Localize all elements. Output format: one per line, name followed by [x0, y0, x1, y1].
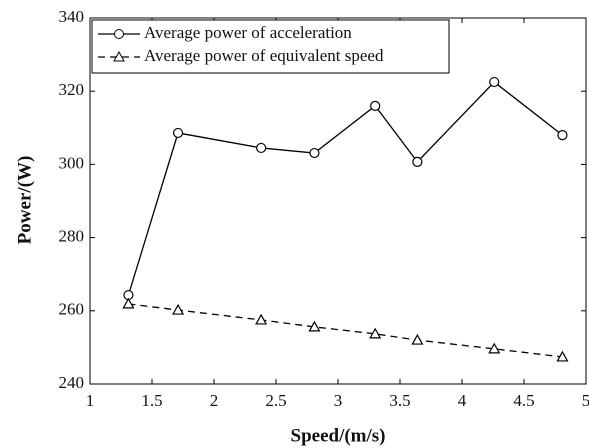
- legend-marker: [113, 50, 125, 62]
- y-tick-label: 280: [59, 227, 85, 246]
- x-tick-label: 5: [582, 391, 589, 410]
- point: [172, 127, 184, 139]
- point: [369, 327, 382, 339]
- x-tick-label: 3.5: [389, 391, 410, 410]
- y-tick-label: 340: [59, 7, 85, 26]
- point: [256, 142, 267, 154]
- series-line: [127, 81, 563, 296]
- legend-marker: [114, 29, 124, 39]
- point: [308, 320, 321, 332]
- x-tick-label: 2.5: [265, 391, 286, 410]
- point: [488, 342, 501, 354]
- point: [412, 156, 423, 167]
- point: [411, 333, 424, 345]
- point: [370, 100, 381, 111]
- point: [557, 130, 568, 141]
- legend-label: Average power of acceleration: [144, 23, 352, 42]
- legend-label: Average power of equivalent speed: [144, 46, 384, 65]
- point: [122, 297, 135, 309]
- x-tick-label: 3: [334, 391, 343, 410]
- point: [556, 350, 569, 362]
- y-axis-title: Power/(W): [14, 156, 35, 245]
- point: [489, 76, 500, 88]
- y-tick-label: 320: [59, 80, 85, 99]
- x-tick-label: 1: [86, 391, 95, 410]
- legend-box: [91, 19, 450, 74]
- x-tick-label: 2: [210, 391, 219, 410]
- point: [309, 147, 320, 159]
- x-tick-label: 4.5: [513, 391, 534, 410]
- y-tick-label: 300: [59, 153, 85, 172]
- x-axis-title: Speed/(m/s): [291, 425, 386, 446]
- y-tick-label: 240: [59, 373, 85, 392]
- point: [172, 303, 185, 315]
- point: [255, 313, 268, 325]
- x-tick-label: 1.5: [141, 391, 162, 410]
- y-tick-label: 260: [59, 300, 85, 319]
- series-line: [128, 303, 563, 358]
- x-tick-label: 4: [458, 391, 467, 410]
